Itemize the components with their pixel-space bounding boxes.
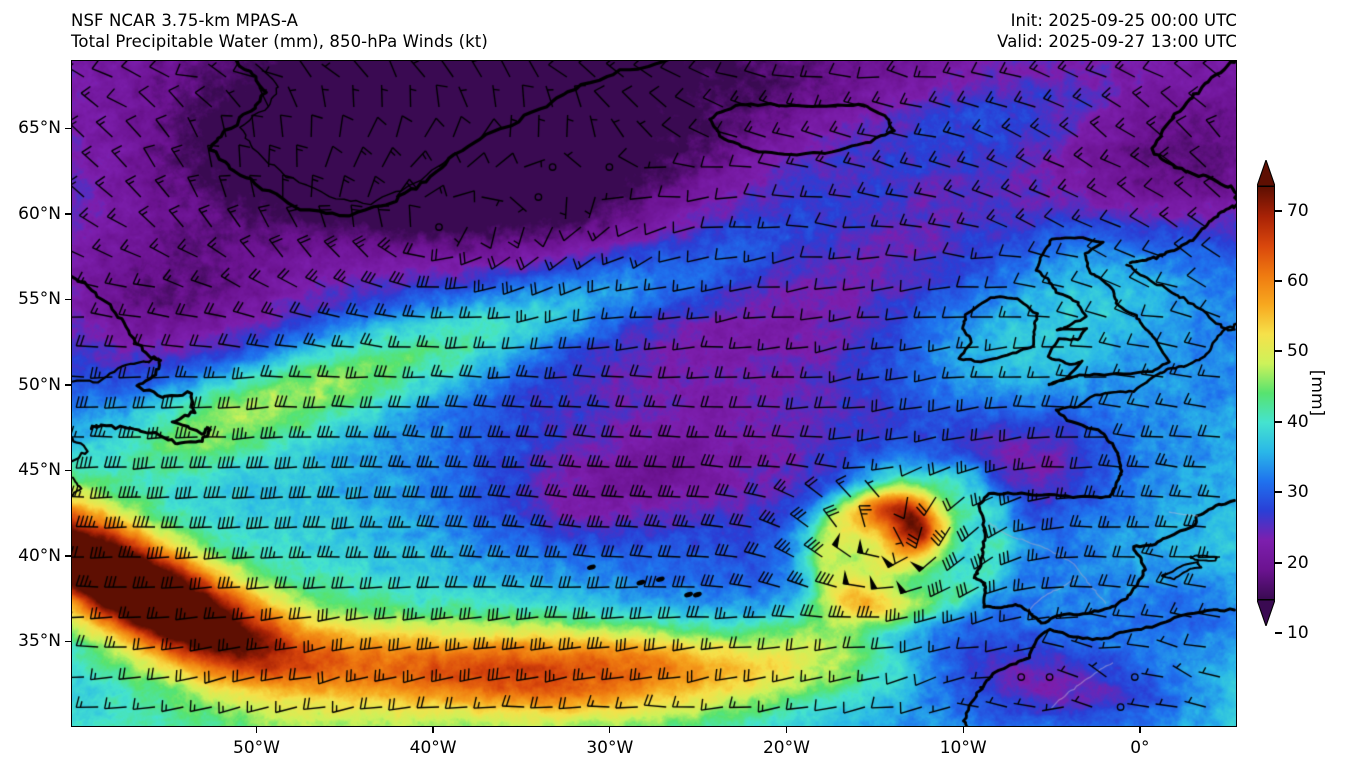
tpw-wind-field-canvas (72, 61, 1236, 726)
x-tick-label: 10°W (939, 738, 987, 758)
colorbar-gradient (1258, 187, 1274, 599)
colorbar-tick-mark (1275, 562, 1282, 564)
colorbar-tick-mark (1275, 280, 1282, 282)
colorbar[interactable]: 70 60 50 40 30 20 10 (1257, 160, 1309, 643)
model-title: NSF NCAR 3.75-km MPAS-A (71, 11, 299, 30)
y-tick-label: 45°N (18, 460, 61, 481)
colorbar-tick-label: 40 (1287, 411, 1309, 432)
y-tick-label: 55°N (18, 289, 61, 310)
x-tick-label: 40°W (409, 738, 457, 758)
y-tick-mark (65, 555, 71, 557)
y-tick-mark (65, 127, 71, 130)
x-tick-label: 0° (1130, 738, 1150, 758)
y-tick-mark (65, 640, 71, 643)
colorbar-tick-mark (1275, 632, 1282, 634)
x-tick-mark (255, 727, 258, 733)
init-time-label: Init: 2025-09-25 00:00 UTC (1010, 11, 1237, 30)
colorbar-extend-bottom-arrow (1257, 600, 1275, 626)
colorbar-tick-label: 20 (1287, 552, 1309, 573)
colorbar-extend-top-arrow (1257, 160, 1275, 186)
x-tick-mark (609, 727, 611, 733)
y-tick-label: 65°N (18, 118, 61, 139)
y-tick-mark (65, 384, 71, 386)
valid-time-label: Valid: 2025-09-27 13:00 UTC (997, 32, 1237, 51)
colorbar-tick-label: 10 (1287, 622, 1309, 643)
field-subtitle: Total Precipitable Water (mm), 850-hPa W… (71, 32, 488, 51)
colorbar-tick-mark (1275, 350, 1282, 352)
x-tick-mark (785, 727, 788, 733)
colorbar-tick-label: 50 (1287, 340, 1309, 361)
colorbar-tick-mark (1275, 421, 1282, 423)
colorbar-unit-label: [mm] (1307, 369, 1327, 417)
map-plot-area[interactable] (71, 60, 1237, 727)
x-tick-label: 20°W (762, 738, 810, 758)
x-tick-label: 30°W (586, 738, 634, 758)
y-tick-label: 50°N (18, 374, 61, 395)
x-tick-label: 50°W (233, 738, 280, 758)
colorbar-tick-label: 60 (1287, 270, 1309, 291)
y-tick-mark (65, 469, 71, 472)
colorbar-tick-label: 30 (1287, 481, 1309, 502)
x-tick-mark (962, 727, 964, 733)
y-tick-label: 60°N (18, 203, 61, 224)
y-tick-label: 40°N (18, 545, 61, 566)
y-tick-mark (65, 298, 71, 301)
colorbar-tick-label: 70 (1287, 200, 1309, 221)
colorbar-tick-mark (1275, 210, 1282, 212)
colorbar-gradient-body (1257, 186, 1275, 600)
y-tick-label: 35°N (18, 631, 61, 652)
colorbar-tick-mark (1275, 491, 1282, 493)
x-tick-mark (432, 727, 434, 733)
y-tick-mark (65, 213, 71, 215)
x-tick-mark (1139, 727, 1141, 733)
